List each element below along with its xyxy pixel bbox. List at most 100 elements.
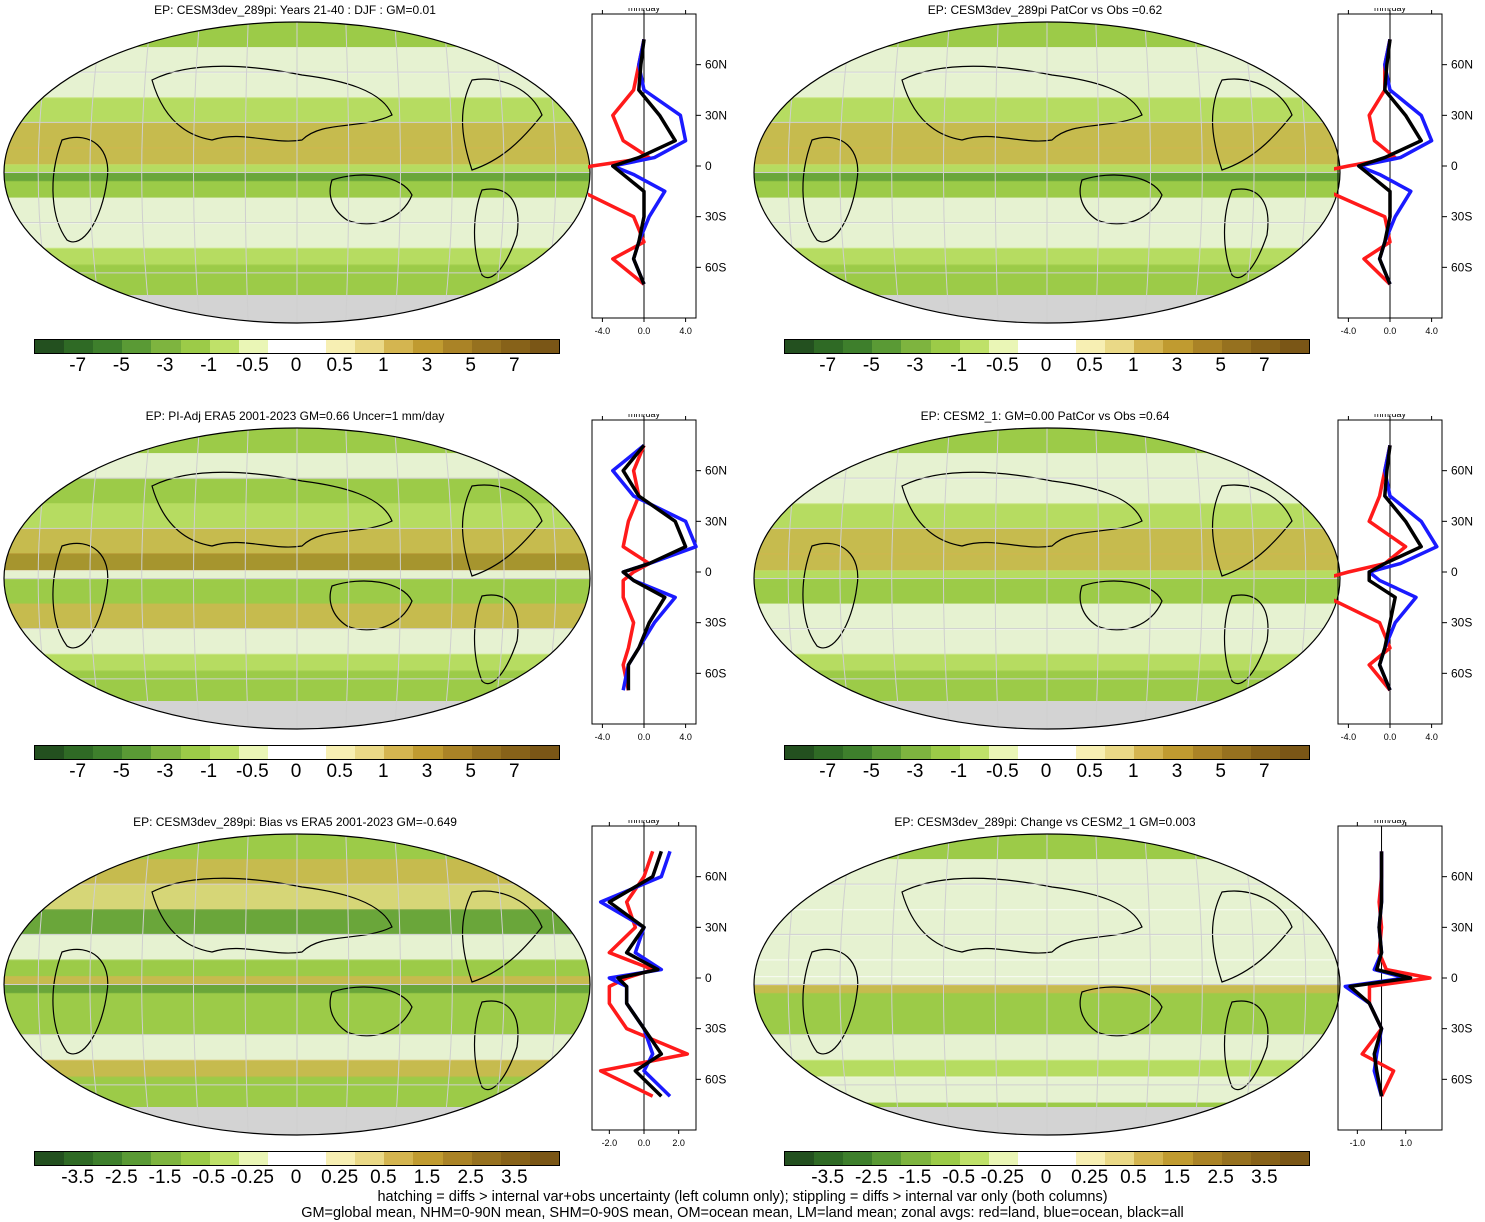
x-tick-label: -4.0 <box>595 326 611 336</box>
colorbar-swatch <box>238 1152 268 1165</box>
colorbar-swatch <box>1017 746 1047 759</box>
colorbar-swatch <box>442 746 472 759</box>
colorbar-tick-label: -0.5 <box>985 761 1019 782</box>
colorbar-swatch <box>384 340 414 353</box>
colorbar-swatch <box>296 1152 327 1165</box>
coastline <box>1079 174 1163 225</box>
colorbar-swatch <box>1134 746 1164 759</box>
colorbar-swatch <box>1105 1152 1135 1165</box>
colorbar-swatch <box>471 746 501 759</box>
colorbar-swatch <box>122 340 152 353</box>
colorbar-tick-label: -1 <box>200 761 218 782</box>
x-tick-label: 4.0 <box>1425 732 1438 742</box>
colorbar-swatch <box>209 340 239 353</box>
colorbar-tick-label: 5 <box>1215 355 1226 376</box>
colorbar-swatch <box>1134 1152 1164 1165</box>
x-tick-label: -1.0 <box>1350 1138 1366 1148</box>
map-plot <box>3 427 591 730</box>
colorbar-swatch <box>843 340 873 353</box>
colorbar-swatch <box>209 1152 239 1165</box>
colorbar-swatch <box>1221 1152 1251 1165</box>
colorbar-tick-label: -3 <box>156 355 174 376</box>
land-mean-line <box>588 38 651 286</box>
graticule-line <box>1144 22 1152 323</box>
coastline <box>151 877 393 954</box>
colorbar-swatch <box>930 746 960 759</box>
colorbar-swatch <box>1046 1152 1077 1165</box>
lat-tick-label: 0 <box>705 159 712 173</box>
colorbar-swatch <box>785 746 815 759</box>
graticule-line <box>994 22 999 323</box>
colorbar-swatch <box>1163 340 1193 353</box>
colorbar-swatch <box>326 746 356 759</box>
coastline <box>329 174 413 225</box>
map-plot <box>753 427 1341 730</box>
coastline <box>329 580 413 631</box>
colorbar-swatch <box>1163 746 1193 759</box>
colorbar-swatch <box>901 1152 931 1165</box>
colorbar-tick-label: 0 <box>1040 761 1052 782</box>
graticule-line <box>141 834 151 1135</box>
colorbar-swatch <box>988 340 1018 353</box>
colorbar-swatch <box>93 340 123 353</box>
coastline <box>462 890 543 983</box>
lat-tick-label: 60N <box>1451 464 1473 478</box>
colorbar <box>784 1151 1310 1166</box>
panel-title: EP: CESM3dev_289pi PatCor vs Obs =0.62 <box>927 3 1163 17</box>
x-tick-label: 4.0 <box>679 326 692 336</box>
colorbar-swatch <box>1105 746 1135 759</box>
colorbar-swatch <box>500 340 530 353</box>
lat-tick-label: 60S <box>1451 1072 1472 1086</box>
x-tick-label: 1.0 <box>1399 1138 1412 1148</box>
graticule-line <box>192 428 200 729</box>
colorbar-swatch <box>267 746 297 759</box>
map-border <box>3 21 591 324</box>
colorbar-tick-label: 0.5 <box>370 1167 397 1188</box>
colorbar-swatch <box>355 1152 385 1165</box>
colorbar-swatch <box>238 340 268 353</box>
colorbar-swatch <box>872 746 902 759</box>
colorbar-tick-label: 1.5 <box>413 1167 441 1188</box>
graticule-line <box>1144 428 1152 729</box>
coastline <box>462 78 543 171</box>
colorbar-swatch <box>500 1152 530 1165</box>
lat-tick-label: 0 <box>705 971 712 985</box>
colorbar-swatch <box>1192 746 1222 759</box>
colorbar-tick-label: 5 <box>1215 761 1226 782</box>
lat-tick-label: 60S <box>1451 666 1472 680</box>
colorbar-tick-label: 1 <box>1128 355 1139 376</box>
colorbar-swatch <box>1046 340 1077 353</box>
colorbar <box>34 745 560 760</box>
coastline <box>52 136 109 243</box>
footer-note-2: GM=global mean, NHM=0-90N mean, SHM=0-90… <box>301 1205 1184 1221</box>
colorbar-swatch <box>785 1152 815 1165</box>
all-mean-line <box>607 850 664 1098</box>
lat-tick-label: 60N <box>705 464 727 478</box>
colorbar-swatch <box>384 1152 414 1165</box>
map-border <box>753 427 1341 730</box>
colorbar-swatch <box>814 746 844 759</box>
colorbar-swatch <box>209 746 239 759</box>
lat-tick-label: 60N <box>705 870 727 884</box>
land-mean-line <box>1360 851 1432 1097</box>
panel-title: EP: CESM3dev_289pi: Bias vs ERA5 2001-20… <box>133 815 457 829</box>
map-border <box>753 833 1341 1136</box>
x-tick-label: 2.0 <box>672 1138 685 1148</box>
x-tick-label: 0.0 <box>638 1138 651 1148</box>
colorbar-swatch <box>355 340 385 353</box>
units-label: mm/day <box>1374 820 1407 825</box>
lat-tick-label: 30N <box>705 108 727 122</box>
colorbar-swatch <box>471 340 501 353</box>
all-mean-line <box>621 444 688 691</box>
map-border <box>3 833 591 1136</box>
colorbar-tick-label: 3 <box>1171 355 1183 376</box>
colorbar-swatch <box>64 340 94 353</box>
colorbar-swatch <box>267 1152 297 1165</box>
graticule-line <box>942 22 950 323</box>
colorbar-swatch <box>180 746 210 759</box>
coastline <box>52 542 109 649</box>
colorbar-tick-label: -0.5 <box>235 355 269 376</box>
colorbar-tick-label: -1 <box>200 355 218 376</box>
map-border <box>753 21 1341 324</box>
